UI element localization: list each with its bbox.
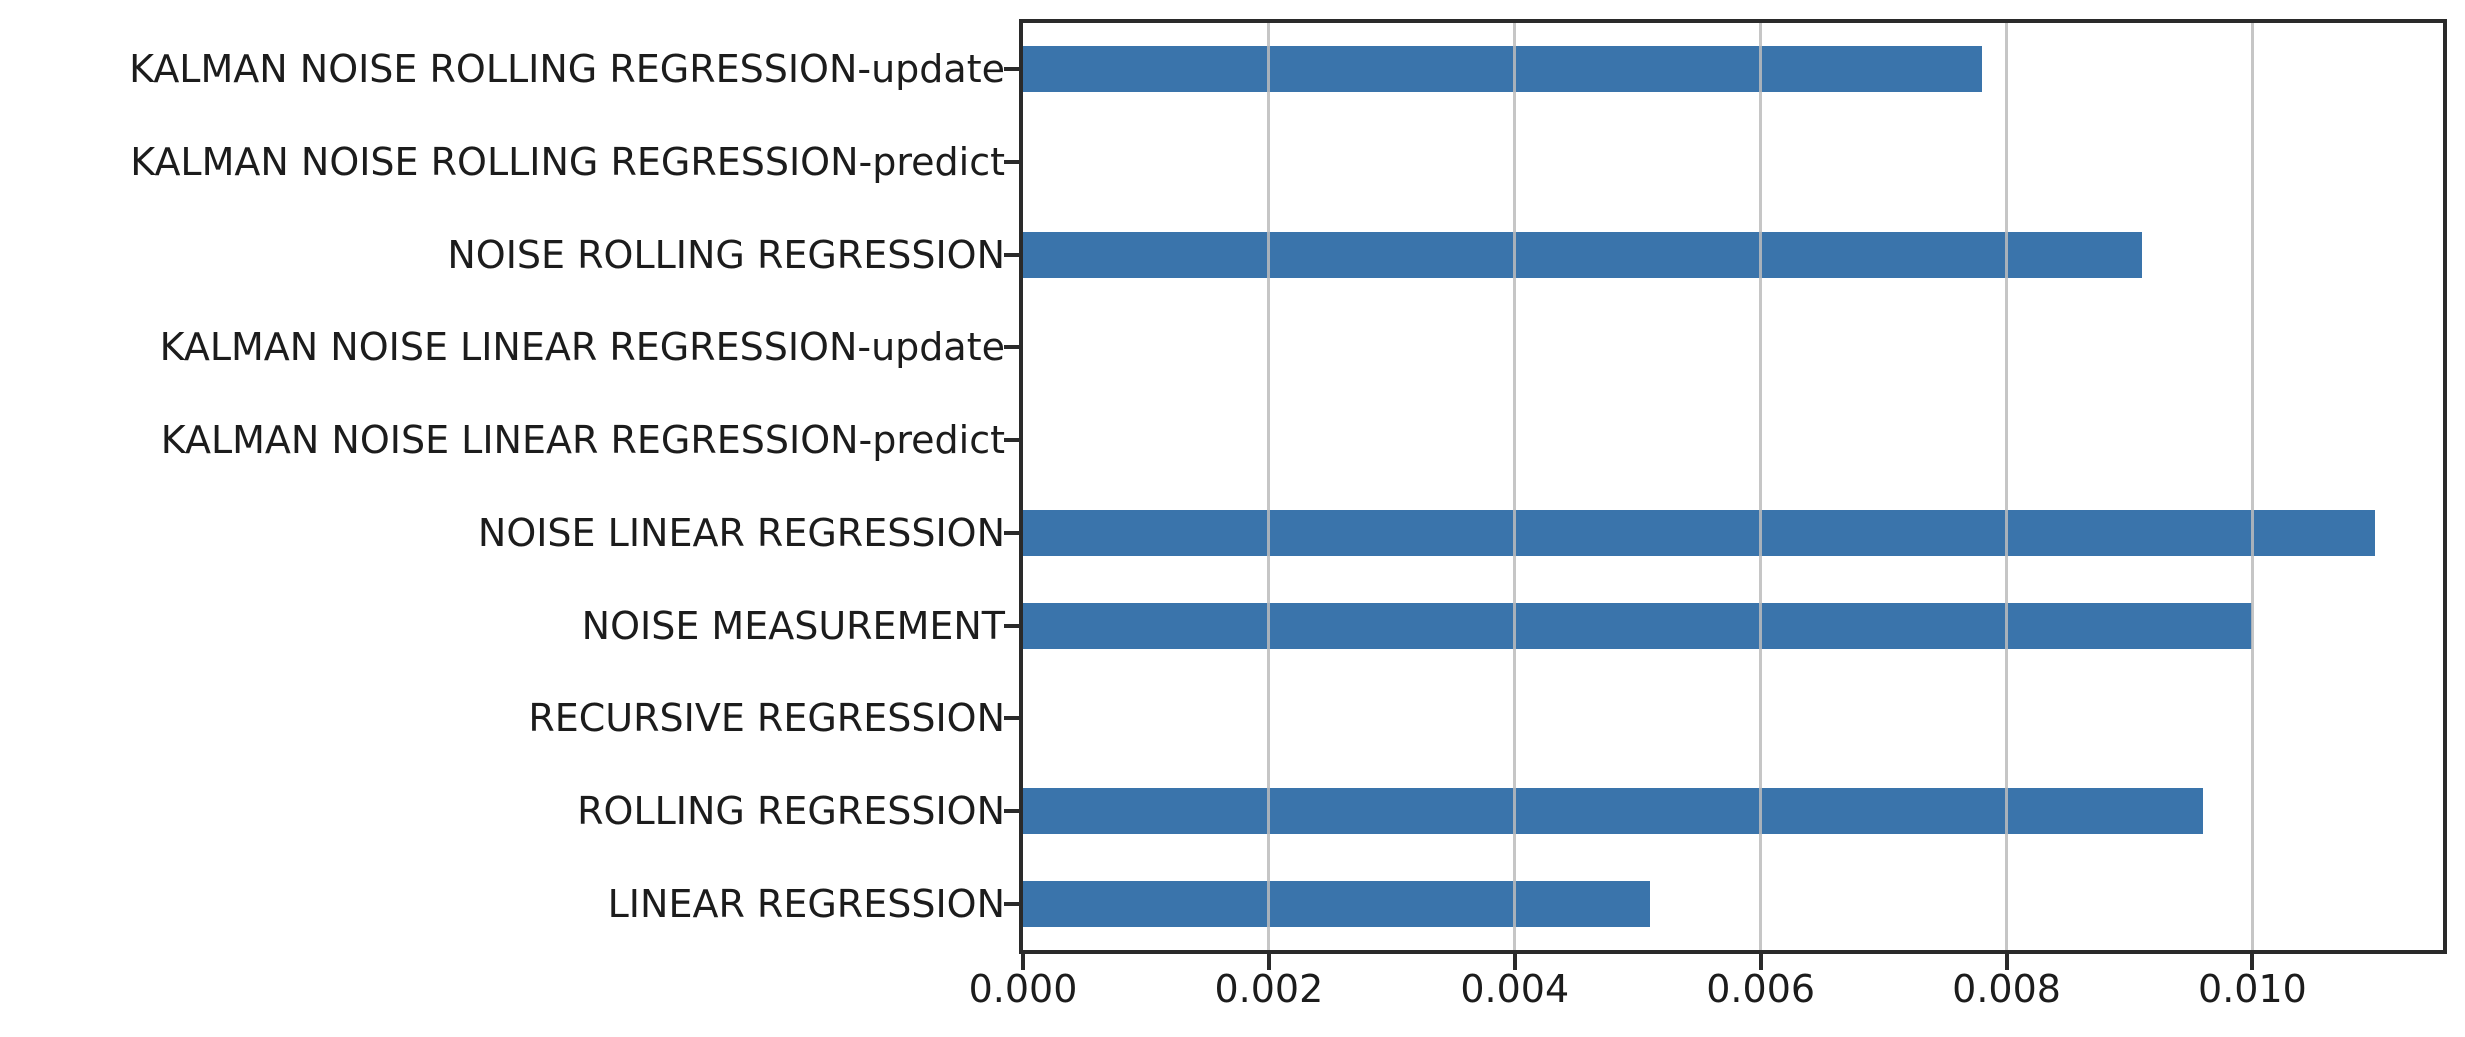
x-tick-label: 0.004 [1460, 967, 1570, 1011]
gridline-x-0.006 [1759, 23, 1763, 950]
y-tick-mark [1004, 901, 1019, 906]
y-tick-mark [1004, 716, 1019, 721]
x-tick-mark [2004, 954, 2009, 970]
category-label: KALMAN NOISE ROLLING REGRESSION-predict [130, 140, 1005, 185]
category-label: KALMAN NOISE ROLLING REGRESSION-update [129, 47, 1005, 92]
y-tick-mark [1004, 808, 1019, 813]
x-tick-label: 0.002 [1214, 967, 1324, 1011]
plot-area [1004, 19, 2447, 970]
x-tick-mark [1512, 954, 1517, 970]
gridline-x-0.002 [1267, 23, 1271, 950]
x-tick-mark [1266, 954, 1271, 970]
x-tick-mark [1758, 954, 1763, 970]
gridline-x-0.004 [1513, 23, 1517, 950]
x-tick-mark [1021, 954, 1025, 970]
bar [1023, 509, 2376, 556]
x-tick-label: 0.008 [1952, 967, 2061, 1011]
category-label: ROLLING REGRESSION [577, 788, 1005, 833]
y-tick-mark [1004, 67, 1019, 72]
y-tick-mark [1004, 623, 1019, 628]
category-label: RECURSIVE REGRESSION [528, 696, 1005, 741]
category-label: NOISE MEASUREMENT [581, 603, 1005, 648]
y-tick-mark [1004, 160, 1019, 165]
x-tick-mark [2250, 954, 2255, 970]
x-tick-label: 0.010 [2198, 967, 2307, 1011]
category-label: KALMAN NOISE LINEAR REGRESSION-predict [160, 418, 1005, 463]
bar [1023, 602, 2253, 649]
y-tick-mark [1004, 252, 1019, 257]
category-label: NOISE ROLLING REGRESSION [447, 232, 1005, 277]
y-tick-mark [1004, 530, 1019, 535]
y-tick-mark [1004, 438, 1019, 443]
x-tick-label: 0.000 [968, 967, 1078, 1011]
bar [1023, 880, 1650, 927]
bar [1023, 787, 2204, 834]
bar [1023, 231, 2142, 278]
x-tick-label: 0.006 [1706, 967, 1816, 1011]
y-tick-mark [1004, 345, 1019, 350]
category-label: NOISE LINEAR REGRESSION [477, 510, 1005, 555]
category-label: KALMAN NOISE LINEAR REGRESSION-update [159, 325, 1005, 370]
bar [1023, 46, 1982, 93]
gridline-x-0.008 [2005, 23, 2009, 950]
category-label: LINEAR REGRESSION [607, 881, 1005, 926]
gridline-x-0.010 [2250, 23, 2254, 950]
